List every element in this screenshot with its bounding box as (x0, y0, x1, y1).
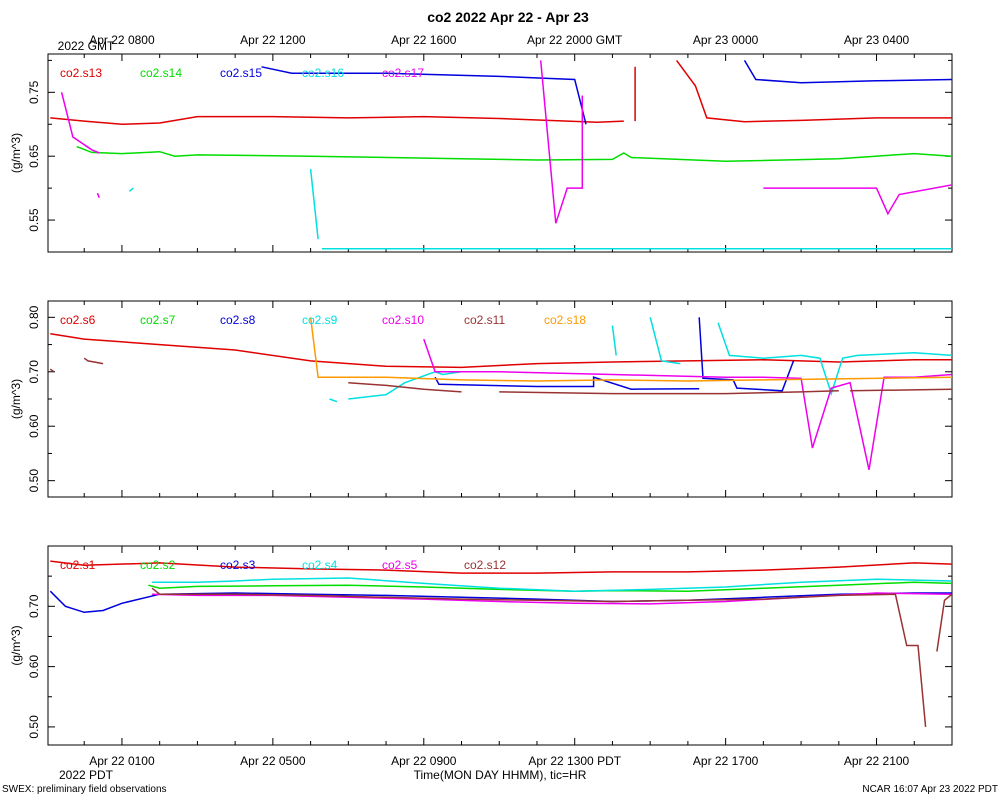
legend-entry: co2.s11 (464, 313, 505, 327)
footer-left: SWEX: preliminary field observations (2, 784, 167, 795)
series-line-co2-s13 (675, 59, 952, 123)
y-tick-label: 0.80 (27, 305, 41, 329)
bottom-axis-first-tick-sub: 2022 PDT (59, 768, 114, 782)
top-axis-tick-label: Apr 22 1200 (240, 33, 306, 47)
series-line-co2-s9 (348, 371, 462, 400)
y-tick-label: 0.65 (27, 144, 41, 168)
y-tick-label: 0.50 (27, 715, 41, 739)
series-line-co2-s9 (717, 322, 952, 397)
top-axis-tick-label: Apr 22 2000 GMT (527, 33, 623, 47)
legend-entry: co2.s5 (382, 558, 418, 572)
legend-entry: co2.s7 (140, 313, 176, 327)
series-line-co2-s13 (50, 115, 624, 126)
top-axis-tick-label: Apr 23 0400 (844, 33, 910, 47)
y-tick-label: 0.60 (27, 414, 41, 438)
legend-entry: co2.s3 (220, 558, 256, 572)
legend-entry: co2.s15 (220, 66, 262, 80)
footer-right: NCAR 16:07 Apr 23 2022 PDT (862, 784, 998, 795)
panel-frame (47, 545, 953, 746)
legend-entry: co2.s17 (382, 66, 424, 80)
series-line-co2-s11 (49, 368, 55, 373)
series-line-co2-s11 (850, 388, 952, 392)
series-line-co2-s3 (49, 590, 952, 614)
series-lines (49, 317, 952, 470)
panel-bottom: 0.50 0.60 0.70 (g/m^3) co2.s1 co2.s2 co2.s3 co2… (9, 545, 953, 746)
series-line-co2-s10 (423, 338, 952, 470)
bottom-axis-tick-label: Apr 22 0500 (240, 754, 306, 768)
panel-frame (47, 53, 953, 253)
series-line-co2-s12 (151, 587, 927, 727)
series-line-co2-s15 (261, 66, 587, 125)
series-line-co2-s8 (434, 376, 700, 390)
legend-entry: co2.s13 (60, 66, 102, 80)
y-tick-label: 0.70 (27, 360, 41, 384)
legend-entry: co2.s4 (302, 558, 338, 572)
series-lines (49, 560, 952, 727)
y-tick-label: 0.60 (27, 655, 41, 679)
series-line-co2-s16 (129, 187, 134, 192)
legend-entry: co2.s16 (302, 66, 344, 80)
y-axis-label: (g/m^3) (9, 379, 23, 419)
series-line-co2-s18 (309, 317, 952, 382)
top-axis-tick-label: Apr 22 0800 (89, 33, 155, 47)
series-line-co2-s17 (96, 192, 100, 198)
legend-entry: co2.s10 (382, 313, 424, 327)
series-line-co2-s16 (309, 168, 319, 240)
chart-title: co2 2022 Apr 22 - Apr 23 (427, 9, 589, 25)
series-line-co2-s11 (83, 357, 104, 365)
legend-entry: co2.s12 (464, 558, 506, 572)
series-line-co2-s6 (50, 332, 952, 369)
panels: 0.55 0.65 0.75 (g/m^3) co2.s13 co2.s14 co2.s15… (9, 53, 953, 746)
legend-entry: co2.s2 (140, 558, 176, 572)
top-axis-tick-label: Apr 22 1600 (391, 33, 457, 47)
legend-entry: co2.s14 (140, 66, 182, 80)
y-tick-label: 0.55 (27, 208, 41, 232)
legend-entry: co2.s6 (60, 313, 96, 327)
bottom-axis-tick-label: Apr 22 2100 (844, 754, 910, 768)
top-axis-first-tick-sub: 2022 GMT (58, 39, 115, 53)
series-line-co2-s9 (329, 398, 338, 403)
series-lines (50, 59, 952, 250)
series-line-co2-s11 (499, 390, 839, 395)
panel-top: 0.55 0.65 0.75 (g/m^3) co2.s13 co2.s14 co2.s15… (9, 53, 953, 253)
panel-frame (47, 300, 953, 498)
y-tick-label: 0.75 (27, 80, 41, 104)
series-line-co2-s11 (348, 381, 462, 393)
bottom-axis-tick-label: Apr 22 1700 (693, 754, 759, 768)
y-tick-label: 0.70 (27, 594, 41, 618)
bottom-axis-tick-label: Apr 22 0900 (391, 754, 457, 768)
legend-entry: co2.s1 (60, 558, 96, 572)
panel-middle: 0.50 0.60 0.70 0.80 (g/m^3) co2.s6 co2.s7 co2.s… (9, 300, 953, 498)
top-axis-tick-label: Apr 23 0000 (693, 33, 759, 47)
series-line-co2-s17 (539, 60, 584, 224)
series-line-co2-s17 (763, 184, 952, 216)
legend-entry: co2.s8 (220, 313, 256, 327)
series-line-co2-s1 (50, 560, 952, 574)
series-line-co2-s14 (76, 145, 952, 163)
legend-entry: co2.s18 (544, 313, 586, 327)
series-line-co2-s9 (649, 317, 681, 365)
bottom-axis-tick-label: Apr 22 1300 PDT (528, 754, 621, 768)
series-line-co2-s12 (936, 593, 952, 652)
y-axis-label: (g/m^3) (9, 625, 23, 665)
y-axis-label: (g/m^3) (9, 133, 23, 173)
bottom-axis-title: Time(MON DAY HHMM), tic=HR (414, 768, 587, 782)
series-line-co2-s15 (743, 60, 952, 84)
series-line-co2-s8 (698, 317, 795, 392)
bottom-axis-tick-label: Apr 22 0100 (89, 754, 155, 768)
series-line-co2-s17 (60, 92, 100, 154)
top-axis-labels: Apr 22 0800 Apr 22 1200 Apr 22 1600 Apr 22 … (89, 33, 909, 47)
series-line-co2-s9 (611, 325, 617, 356)
legend-entry: co2.s9 (302, 313, 338, 327)
bottom-axis-labels: Apr 22 0100 Apr 22 0500 Apr 22 0900 Apr 22 … (89, 754, 909, 768)
y-tick-label: 0.50 (27, 469, 41, 493)
series-line-co2-s4 (152, 577, 952, 592)
series-line-co2-s8 (951, 379, 952, 381)
